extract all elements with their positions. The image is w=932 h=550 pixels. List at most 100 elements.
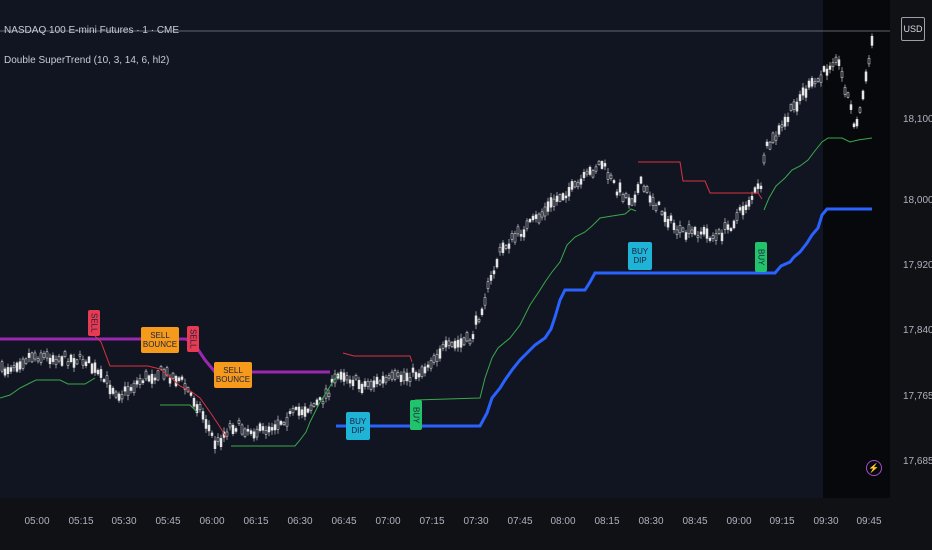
candle-body <box>342 372 346 382</box>
candle-body <box>684 232 688 240</box>
candle-body <box>48 357 52 365</box>
time-tick: 09:00 <box>726 516 752 527</box>
candle-body <box>735 212 739 221</box>
candle-body <box>12 365 16 369</box>
indicator-title[interactable]: Double SuperTrend (10, 3, 14, 6, hl2) <box>4 55 170 66</box>
currency-button[interactable]: USD <box>901 17 925 41</box>
candle-body <box>462 337 466 346</box>
candle-body <box>672 222 676 231</box>
candle-body <box>654 205 658 211</box>
candle-body <box>225 431 229 437</box>
candle-body <box>279 420 283 425</box>
candle-body <box>399 374 403 382</box>
candle-body <box>153 377 157 381</box>
candle-body <box>858 107 862 113</box>
candle-body <box>606 172 610 180</box>
candle-body <box>405 372 409 382</box>
candle-body <box>219 438 223 447</box>
fast-trend-up-line-2 <box>160 404 198 413</box>
fast-trend-up-line-5 <box>763 137 873 211</box>
candle-body <box>816 78 820 82</box>
candle-body <box>15 362 19 372</box>
candle-body <box>477 318 481 323</box>
price-axis[interactable] <box>890 0 932 498</box>
price-tick: 18,000.00 <box>903 195 932 206</box>
candle-body <box>774 135 778 141</box>
candle-body <box>180 376 184 380</box>
symbol-title[interactable]: NASDAQ 100 E-mini Futures · 1 · CME <box>4 25 180 36</box>
time-tick: 08:30 <box>638 516 664 527</box>
candle-body <box>291 408 295 414</box>
candle-body <box>450 342 454 347</box>
time-axis[interactable] <box>0 498 890 550</box>
candle-body <box>558 194 562 202</box>
fast-trend-down-line-2 <box>342 352 413 363</box>
candle-body <box>561 193 565 201</box>
candle-body <box>33 352 37 360</box>
candle-body <box>174 375 178 387</box>
candle-body <box>660 210 664 216</box>
candle-body <box>666 219 670 228</box>
candle-body <box>762 154 766 164</box>
candle-body <box>120 394 124 400</box>
price-plot[interactable] <box>0 0 890 498</box>
candle-body <box>309 404 313 411</box>
candle-body <box>24 358 28 364</box>
candle-body <box>387 375 391 379</box>
candle-body <box>183 383 187 390</box>
candle-body <box>84 361 88 367</box>
candle-body <box>111 387 115 394</box>
candle-body <box>339 371 343 380</box>
lightning-icon[interactable]: ⚡ <box>866 460 882 476</box>
candle-body <box>312 403 316 407</box>
price-tick: 18,100.00 <box>903 114 932 125</box>
candle-body <box>348 379 352 384</box>
candle-body <box>423 366 427 374</box>
time-tick: 07:15 <box>419 516 445 527</box>
time-tick: 05:30 <box>111 516 137 527</box>
candle-body <box>648 195 652 203</box>
candle-body <box>234 428 238 432</box>
candle-body <box>378 380 382 385</box>
candle-body <box>63 351 67 357</box>
candle-body <box>204 419 208 429</box>
candle-body <box>258 423 262 431</box>
candle-body <box>30 352 34 363</box>
time-tick: 08:15 <box>594 516 620 527</box>
candle-body <box>582 171 586 179</box>
candle-body <box>6 367 10 375</box>
price-tick: 17,920.00 <box>903 260 932 271</box>
candle-body <box>210 432 214 436</box>
candle-body <box>393 370 397 380</box>
candle-body <box>9 367 13 372</box>
candle-body <box>411 367 415 373</box>
session-shade <box>823 0 890 498</box>
candle-body <box>729 228 733 231</box>
time-tick: 05:45 <box>155 516 181 527</box>
candle-body <box>0 361 4 372</box>
candle-body <box>849 104 853 110</box>
buy-signal-label-2: BUY <box>755 242 767 272</box>
candle-body <box>39 352 43 363</box>
candle-body <box>471 334 475 340</box>
fast-trend-down-line <box>94 335 227 438</box>
candle-body <box>813 81 817 85</box>
candle-body <box>45 351 49 359</box>
candle-body <box>546 201 550 212</box>
candle-body <box>621 193 625 202</box>
chart-pane[interactable]: SELL SELL BOUNCE SELL SELL BOUNCE BUY DI… <box>0 0 890 498</box>
candle-body <box>384 377 388 383</box>
candle-body <box>537 213 541 224</box>
candle-body <box>345 375 349 381</box>
candle-body <box>366 381 370 387</box>
candle-body <box>99 369 103 378</box>
candle-body <box>861 90 865 100</box>
candle-body <box>693 226 697 235</box>
candle-body <box>570 181 574 190</box>
candle-body <box>795 101 799 112</box>
candle-body <box>486 281 490 289</box>
candle-body <box>522 229 526 238</box>
buy-dip-signal-label: BUY DIP <box>346 412 370 440</box>
candle-body <box>195 404 199 414</box>
candle-body <box>285 416 289 427</box>
